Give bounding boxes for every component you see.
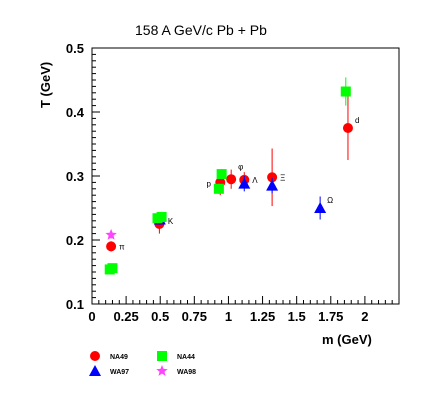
na44-point [107, 263, 118, 274]
wa98-point [105, 228, 117, 240]
na49-point [106, 241, 117, 252]
na49-point [342, 123, 353, 133]
x-tick-label: 2 [361, 309, 368, 324]
na49-legend-label: NA49 [110, 354, 128, 361]
particle-label: p [206, 180, 211, 189]
data-marks [104, 77, 353, 275]
na49-point [226, 174, 237, 185]
particle-label: Ξ [280, 173, 285, 182]
wa97-legend-label: WA97 [110, 369, 129, 376]
legend: NA49 WA97 NA44 WA98 [89, 351, 196, 376]
y-tick-label: 0.3 [66, 169, 84, 184]
y-tick-label: 0.5 [66, 41, 84, 56]
particle-label: Λ [252, 176, 258, 185]
x-tick-label: 1.5 [288, 309, 306, 324]
x-tick-label: 1 [225, 309, 232, 324]
chart-title: 158 A GeV/c Pb + Pb [135, 22, 267, 38]
y-tick-label: 0.2 [66, 233, 84, 248]
particle-label: π [119, 242, 125, 251]
wa98-legend-label: WA98 [177, 369, 196, 376]
x-tick-label: 0.75 [182, 309, 207, 324]
x-tick-label: 0.5 [151, 309, 169, 324]
wa97-legend-marker [89, 365, 101, 376]
na44-legend-marker [157, 351, 167, 361]
particle-label: K [168, 217, 174, 226]
particle-label: d [355, 116, 359, 125]
na44-point [156, 211, 167, 222]
x-tick-label: 1.25 [250, 309, 275, 324]
na44-legend-label: NA44 [177, 354, 195, 361]
na49-legend-marker [90, 351, 100, 361]
na44-point [216, 169, 227, 180]
particle-label: Ω [327, 196, 333, 205]
x-tick-label: 0 [88, 309, 95, 324]
point-annotations: π Kp φΛ Ξ Ωd [119, 116, 359, 251]
na44-point [340, 86, 351, 97]
y-axis-ticks: 0.1 0.2 0.3 0.4 0.5 [66, 41, 100, 312]
x-axis-ticks: 0 0.25 0.5 0.75 1 1.25 1.5 1.75 2 [88, 296, 400, 324]
na49-point [267, 172, 278, 183]
wa97-point [238, 177, 251, 189]
x-tick-label: 1.75 [318, 309, 343, 324]
y-axis-label: T (GeV) [38, 62, 53, 108]
x-tick-label: 0.25 [113, 309, 138, 324]
y-tick-label: 0.4 [66, 105, 85, 120]
y-tick-label: 0.1 [66, 297, 84, 312]
x-axis-label: m (GeV) [322, 332, 372, 347]
wa97-point [314, 202, 327, 213]
wa98-legend-marker [156, 365, 168, 376]
wa97-point [266, 179, 279, 191]
na44-point [213, 183, 224, 194]
particle-label: φ [238, 163, 243, 172]
